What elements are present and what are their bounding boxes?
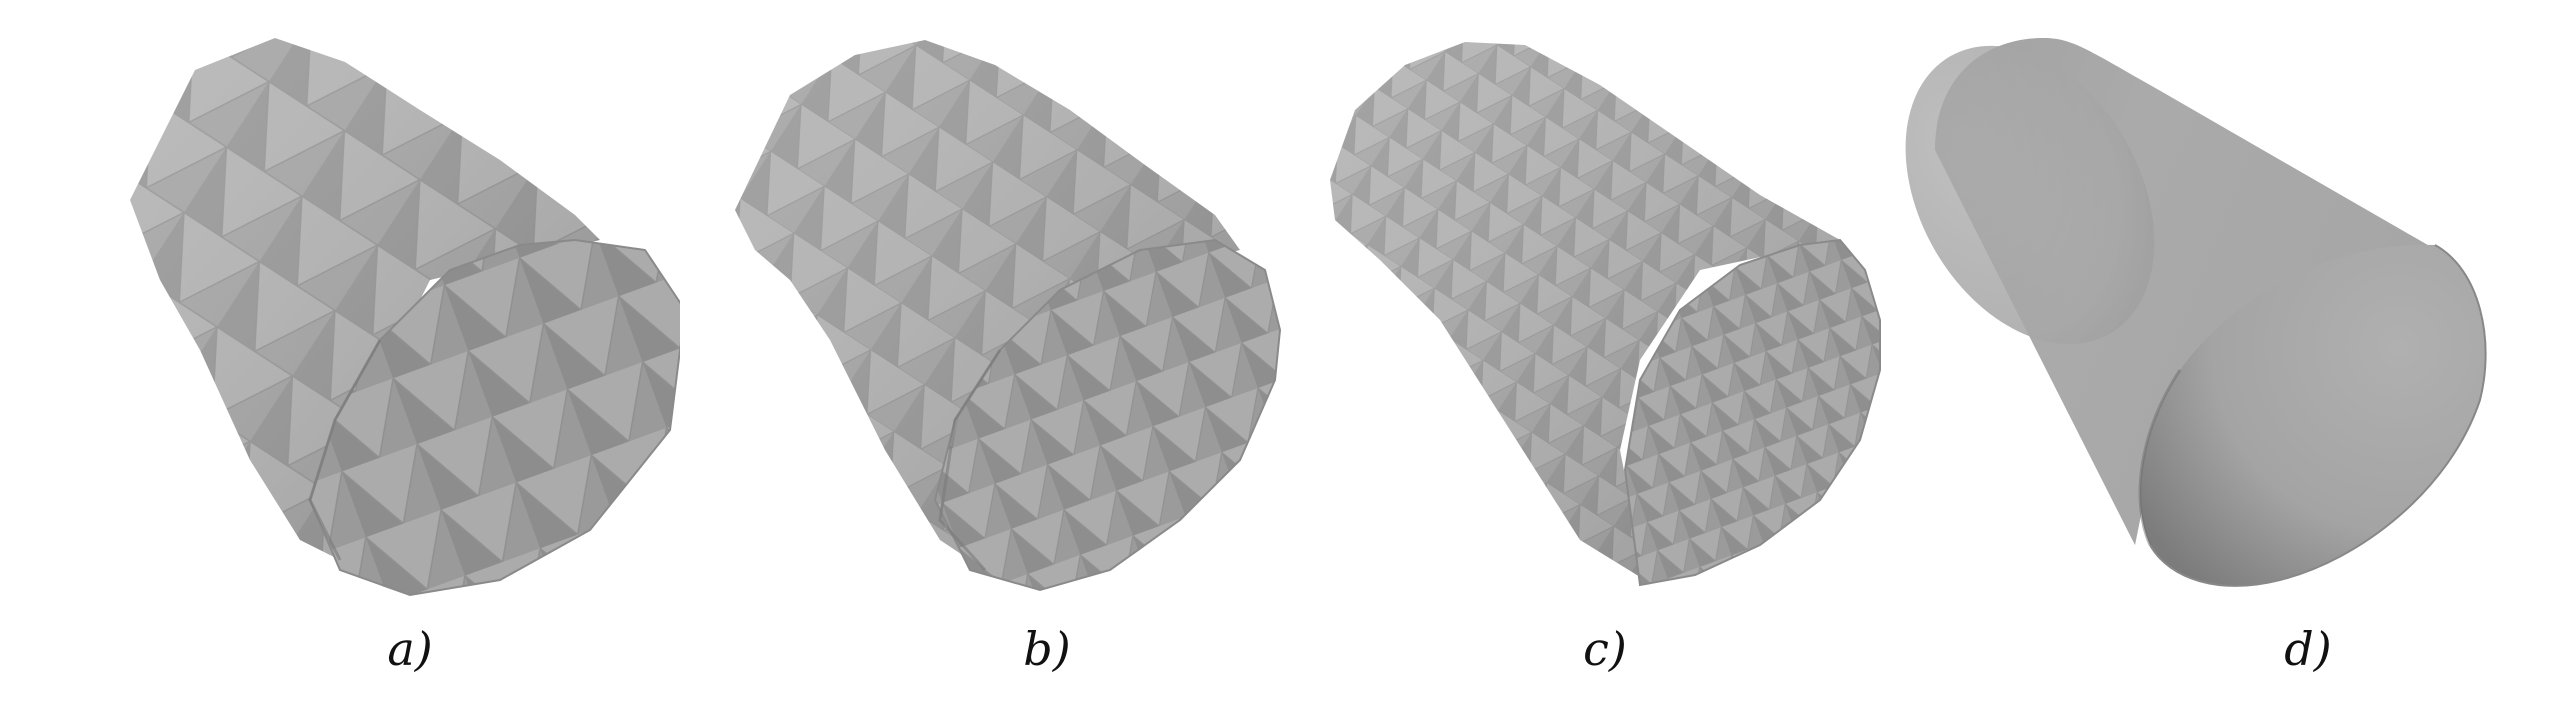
panel-label-a: a)	[387, 622, 433, 676]
inner-surface	[310, 240, 680, 595]
cylinder-mesh-coarse	[130, 38, 680, 597]
panel-label-d: d)	[2284, 622, 2332, 676]
inner-surface	[1625, 240, 1880, 585]
cylinder-mesh-medium	[735, 40, 1282, 592]
panel-b: b)	[640, 0, 1320, 709]
panel-c: c)	[1240, 0, 1920, 709]
panel-a: a)	[0, 0, 680, 709]
inner-surface	[935, 240, 1280, 590]
panel-d: d)	[1880, 0, 2574, 709]
cylinder-mesh-smooth	[1905, 37, 2487, 587]
inner-surface	[2140, 244, 2486, 586]
panel-label-b: b)	[1023, 622, 1071, 676]
cylinder-mesh-fine	[1330, 42, 1881, 587]
panel-label-c: c)	[1583, 622, 1627, 676]
